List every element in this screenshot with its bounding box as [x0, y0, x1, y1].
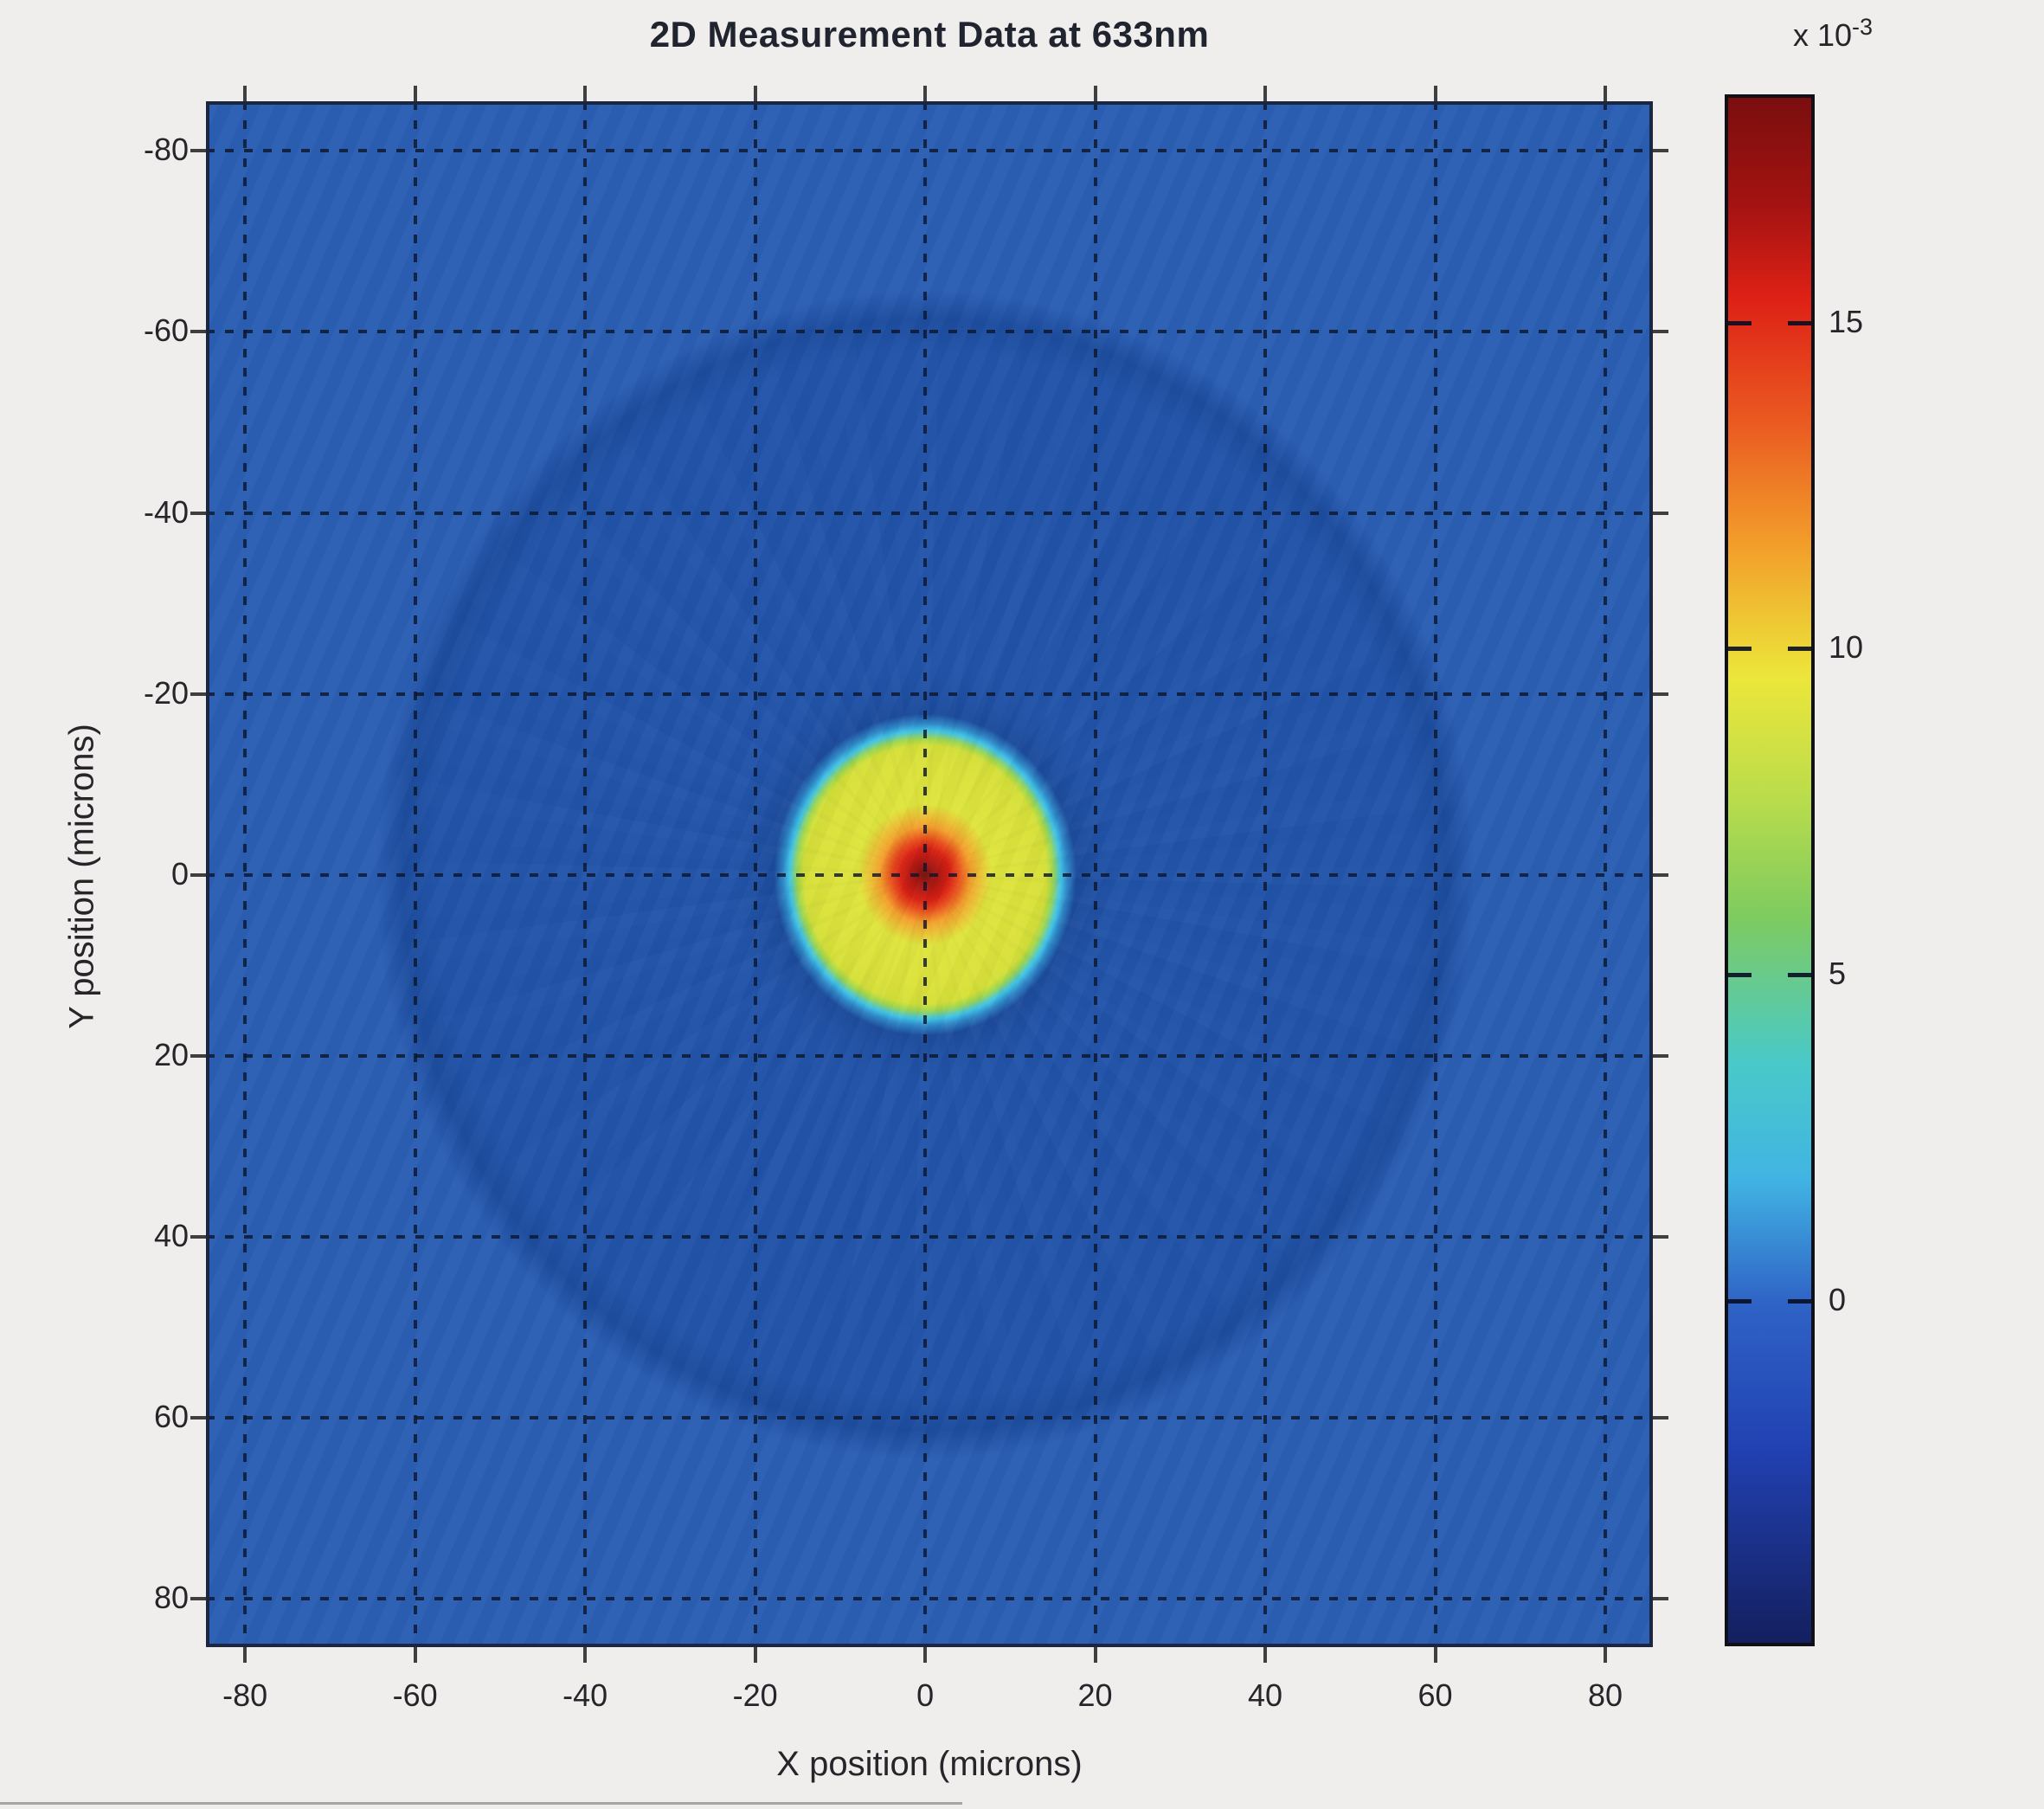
y-tick-left — [190, 1234, 206, 1239]
colorbar-tick-right — [1788, 1298, 1811, 1304]
y-tick-right — [1653, 149, 1668, 153]
y-axis-label: Y position (microns) — [62, 724, 101, 1029]
colorbar-tick-right — [1788, 973, 1811, 978]
y-tick-right — [1653, 511, 1668, 515]
y-tick-label: -80 — [143, 132, 189, 168]
y-tick-left — [190, 1596, 206, 1600]
y-tick-left — [190, 692, 206, 696]
colorbar-tick-right — [1788, 320, 1811, 325]
y-tick-right — [1653, 1596, 1668, 1600]
x-tick-bottom — [583, 1647, 588, 1663]
x-tick-bottom — [1263, 1647, 1268, 1663]
y-tick-left — [190, 149, 206, 153]
x-tick-bottom — [923, 1647, 928, 1663]
x-tick-top — [753, 86, 757, 101]
x-tick-label: 20 — [1077, 1677, 1113, 1713]
x-tick-label: 60 — [1417, 1677, 1453, 1713]
x-tick-label: 80 — [1587, 1677, 1623, 1713]
y-tick-label: 80 — [153, 1579, 189, 1615]
x-tick-label: -60 — [392, 1677, 438, 1713]
x-tick-label: 40 — [1248, 1677, 1283, 1713]
x-tick-top — [923, 86, 928, 101]
x-tick-bottom — [1433, 1647, 1437, 1663]
y-tick-label: 40 — [153, 1217, 189, 1253]
y-tick-left — [190, 1053, 206, 1058]
y-tick-right — [1653, 1053, 1668, 1058]
x-tick-label: -20 — [732, 1677, 778, 1713]
colorbar-gradient — [1728, 98, 1811, 1643]
x-tick-top — [1433, 86, 1437, 101]
y-tick-left — [190, 330, 206, 334]
x-axis-label: X position (microns) — [776, 1745, 1083, 1783]
colorbar-tick-left — [1728, 320, 1752, 325]
y-tick-right — [1653, 872, 1668, 877]
heatmap-image — [206, 101, 1653, 1647]
plot-area — [206, 101, 1653, 1647]
scan-artifact-line — [0, 1802, 962, 1805]
y-tick-right — [1653, 1234, 1668, 1239]
y-tick-label: -20 — [143, 674, 189, 711]
y-tick-label: 20 — [153, 1036, 189, 1072]
x-tick-bottom — [1093, 1647, 1097, 1663]
y-tick-label: 0 — [170, 855, 189, 892]
x-tick-top — [1263, 86, 1268, 101]
x-tick-label: -80 — [222, 1677, 268, 1713]
y-tick-label: -60 — [143, 312, 189, 349]
colorbar-scale-exponent: -3 — [1852, 14, 1874, 40]
colorbar-tick-right — [1788, 647, 1811, 652]
x-tick-label: -40 — [562, 1677, 608, 1713]
colorbar-tick-left — [1728, 1298, 1752, 1304]
x-tick-top — [583, 86, 588, 101]
x-tick-top — [413, 86, 417, 101]
colorbar-tick-left — [1728, 647, 1752, 652]
x-tick-bottom — [413, 1647, 417, 1663]
y-tick-left — [190, 1415, 206, 1420]
x-tick-top — [243, 86, 247, 101]
colorbar-scale-prefix: x 10 — [1793, 17, 1853, 53]
y-tick-left — [190, 511, 206, 515]
colorbar-tick-label: 10 — [1829, 629, 1864, 666]
x-tick-bottom — [243, 1647, 247, 1663]
colorbar — [1725, 94, 1815, 1646]
y-tick-label: -40 — [143, 493, 189, 530]
colorbar-tick-label: 15 — [1829, 303, 1864, 339]
chart-title: 2D Measurement Data at 633nm — [649, 14, 1210, 55]
colorbar-scale-label: x 10-3 — [1793, 14, 1873, 54]
x-tick-bottom — [753, 1647, 757, 1663]
colorbar-tick-label: 5 — [1829, 956, 1847, 992]
y-tick-right — [1653, 692, 1668, 696]
colorbar-tick-label: 0 — [1829, 1281, 1847, 1317]
colorbar-tick-left — [1728, 973, 1752, 978]
x-tick-top — [1603, 86, 1607, 101]
x-tick-label: 0 — [916, 1677, 935, 1713]
y-tick-right — [1653, 1415, 1668, 1420]
x-tick-top — [1093, 86, 1097, 101]
y-tick-label: 60 — [153, 1398, 189, 1434]
x-tick-bottom — [1603, 1647, 1607, 1663]
y-tick-left — [190, 872, 206, 877]
y-tick-right — [1653, 330, 1668, 334]
